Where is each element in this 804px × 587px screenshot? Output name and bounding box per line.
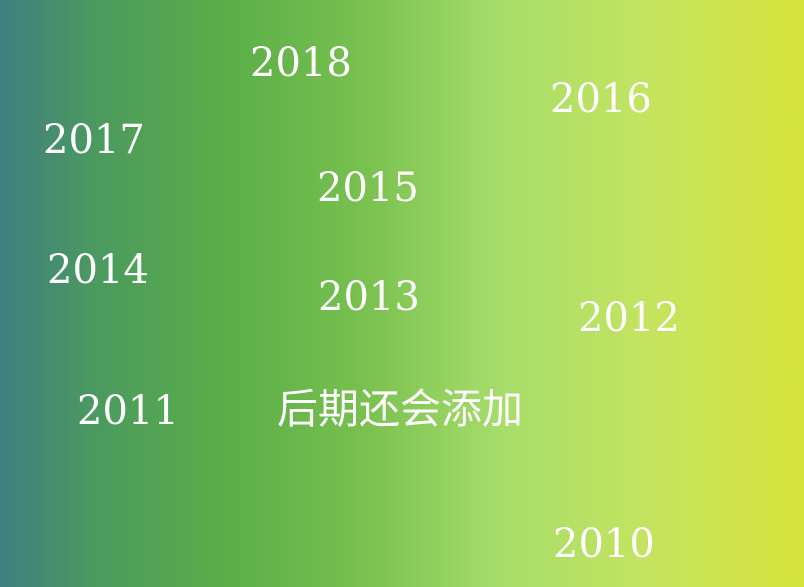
year-2015[interactable]: 2015 [317, 165, 419, 211]
year-2018[interactable]: 2018 [250, 40, 352, 86]
coming-soon-note: 后期还会添加 [277, 385, 523, 433]
year-2012[interactable]: 2012 [578, 295, 680, 341]
year-2013[interactable]: 2013 [318, 274, 420, 320]
year-2014[interactable]: 2014 [47, 247, 149, 293]
year-2017[interactable]: 2017 [43, 117, 145, 163]
year-2011[interactable]: 2011 [77, 388, 179, 434]
year-2016[interactable]: 2016 [550, 76, 652, 122]
year-2010[interactable]: 2010 [553, 521, 655, 567]
